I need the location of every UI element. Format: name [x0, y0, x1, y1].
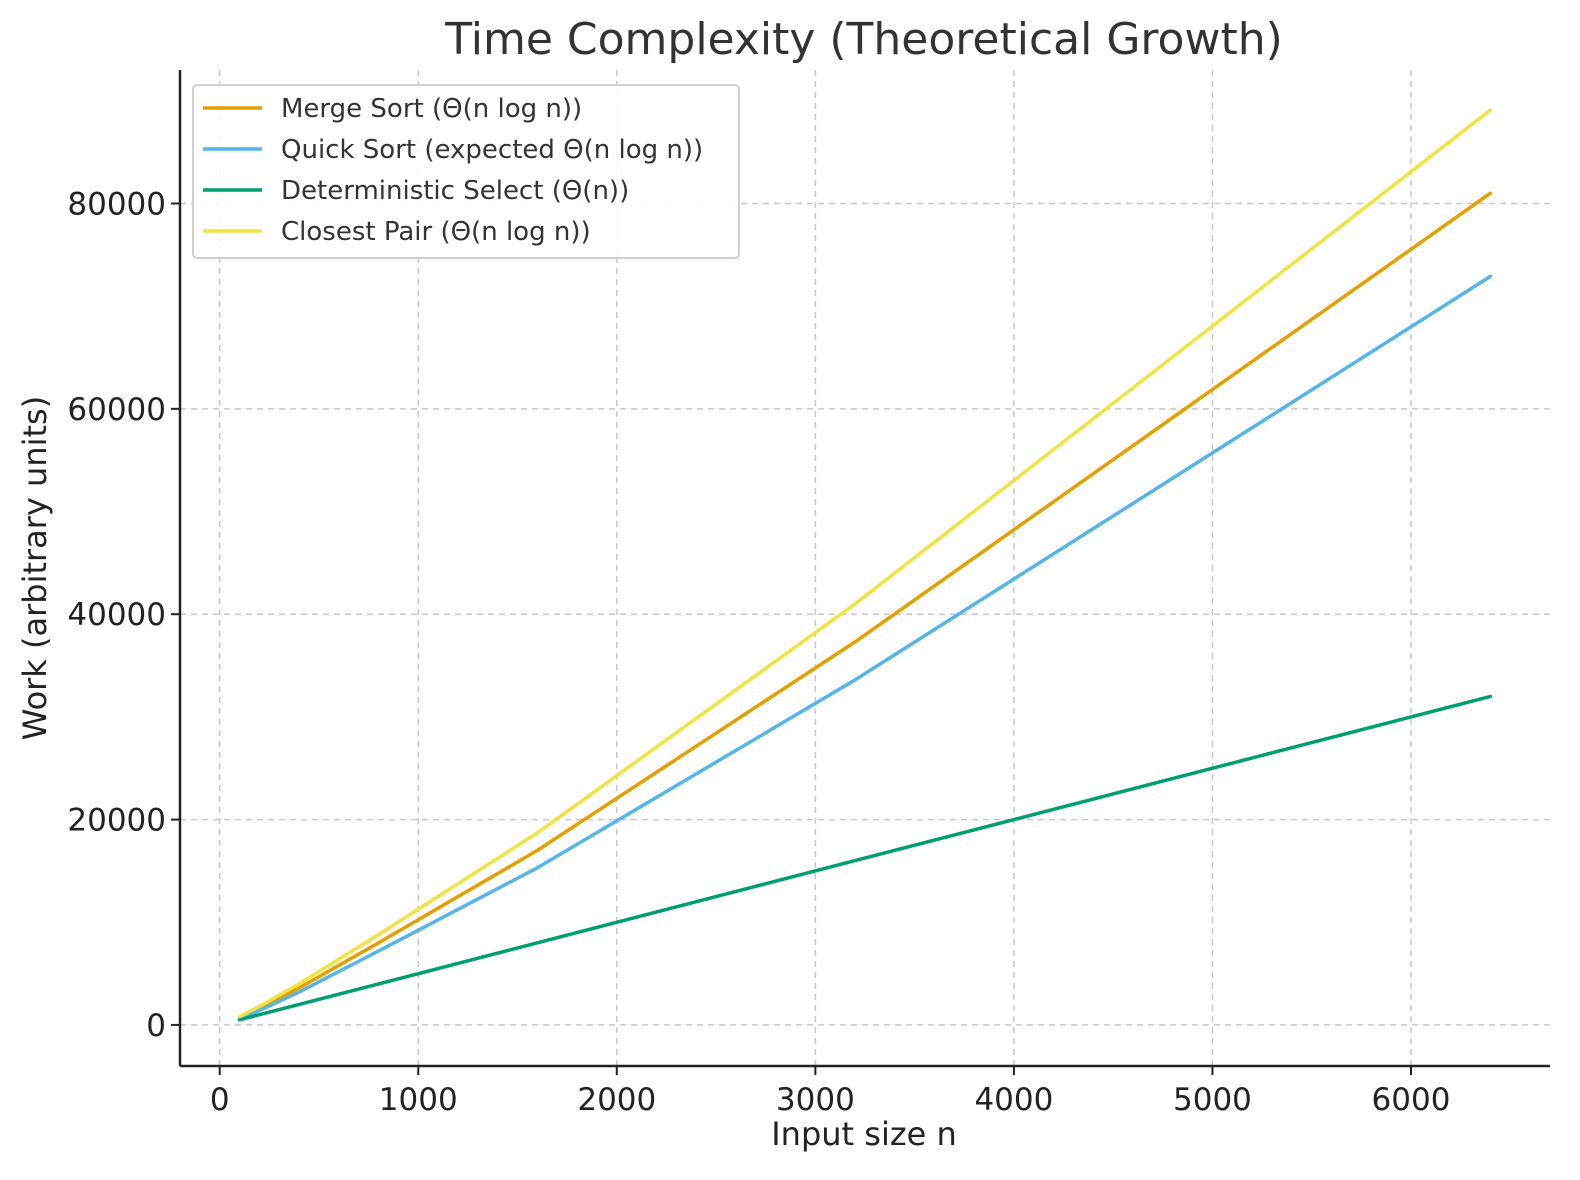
x-tick-label: 5000: [1173, 1082, 1252, 1118]
legend-label: Quick Sort (expected Θ(n log n)): [281, 135, 703, 165]
y-tick-label: 60000: [67, 392, 166, 428]
legend-label: Merge Sort (Θ(n log n)): [281, 94, 582, 124]
y-tick-label: 0: [146, 1008, 166, 1044]
axes: [178, 70, 1550, 1068]
legend-label: Deterministic Select (Θ(n)): [281, 176, 629, 206]
x-ticks: 0 1000 2000 3000 4000 5000 6000: [210, 1066, 1451, 1118]
x-tick-label: 3000: [776, 1082, 855, 1118]
legend: Merge Sort (Θ(n log n)) Quick Sort (expec…: [192, 84, 740, 259]
y-ticks: 0 20000 40000 60000 80000: [67, 186, 180, 1044]
x-axis-label: Input size n: [771, 1115, 957, 1153]
series-line-1: [237, 274, 1493, 1021]
x-tick-label: 2000: [577, 1082, 656, 1118]
y-tick-label: 80000: [67, 186, 166, 222]
series-line-2: [237, 694, 1493, 1022]
x-tick-label: 1000: [379, 1082, 458, 1118]
series-line-3: [237, 108, 1493, 1019]
series-line-0: [237, 191, 1493, 1020]
x-tick-label: 6000: [1372, 1082, 1451, 1118]
series-lines: [237, 108, 1493, 1022]
y-tick-label: 20000: [67, 803, 166, 839]
chart-title: Time Complexity (Theoretical Growth): [444, 14, 1283, 65]
y-tick-label: 40000: [67, 597, 166, 633]
x-tick-label: 0: [210, 1082, 230, 1118]
legend-label: Closest Pair (Θ(n log n)): [281, 217, 591, 247]
x-tick-label: 4000: [974, 1082, 1053, 1118]
legend-box: [192, 84, 740, 259]
y-axis-label: Work (arbitrary units): [16, 396, 54, 740]
